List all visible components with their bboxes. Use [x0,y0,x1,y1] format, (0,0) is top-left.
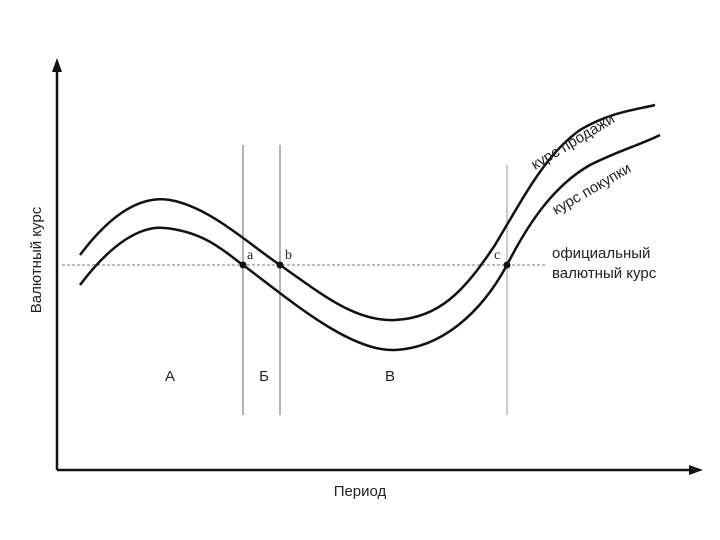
point-label: b [285,248,292,263]
x-arrow [689,465,703,475]
zone-label: В [385,368,395,385]
sell-curve-label: курс продажи [528,110,617,173]
point-label: a [247,248,254,263]
x-axis-label: Период [334,483,387,500]
zone-label: Б [259,368,269,385]
buy-curve-label: курс покупки [550,160,635,219]
official-rate-label: валютный курс [552,265,657,282]
point [239,261,247,269]
y-arrow [52,58,62,72]
y-axis-label: Валютный курс [28,206,45,313]
buy-curve [79,133,661,352]
zone-label: А [165,368,175,385]
sell-curve [79,103,656,322]
official-rate-label: официальный [552,245,650,262]
point [276,261,284,269]
point [503,261,511,269]
point-label: c [494,248,500,263]
